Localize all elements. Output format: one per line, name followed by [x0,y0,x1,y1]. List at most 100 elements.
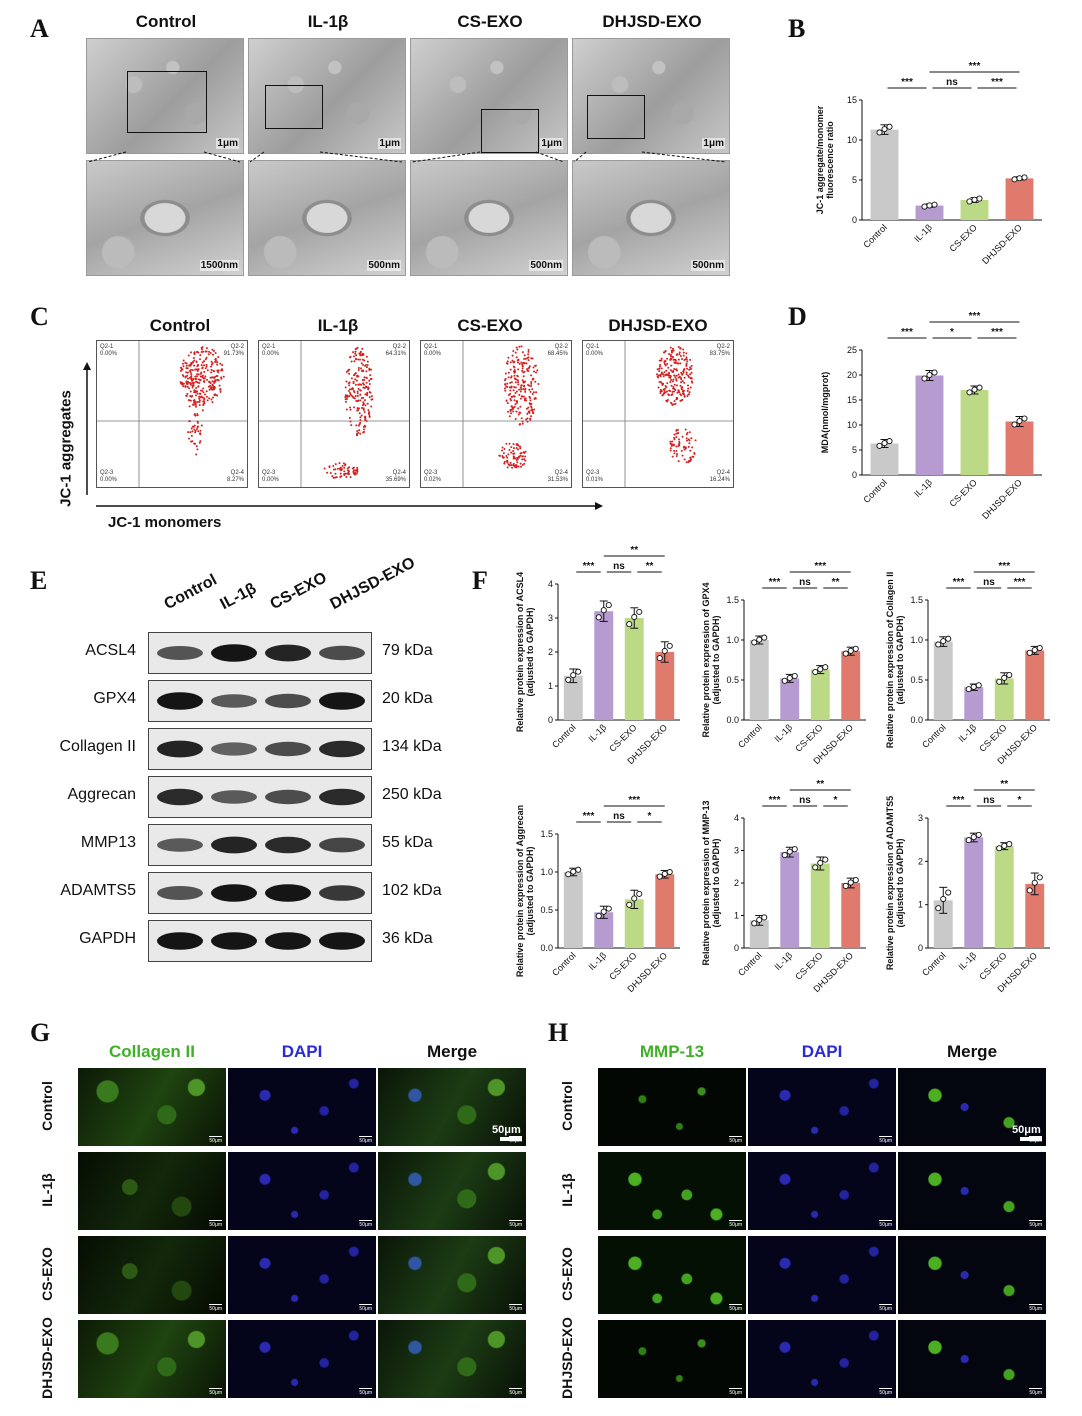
data-point [965,837,972,844]
data-point [1016,417,1023,425]
blot-kda-label: 250 kDa [382,786,442,803]
if-image-tile: 50μm [598,1236,746,1314]
significance-label: * [1018,795,1022,806]
x-tick-label: CS-EXO [947,222,978,253]
y-tick-label: 1.5 [726,595,739,605]
blot-protein-label: Collagen II [59,738,137,755]
bar [915,375,944,475]
data-point [970,683,977,690]
data-point [852,645,859,652]
significance-label: *** [628,795,640,806]
y-tick-label: 2 [918,856,923,866]
blot-band [265,836,311,854]
blot-band [157,646,203,660]
if-scale-bar: 50μm [1012,1124,1042,1141]
blot-kda-label: 55 kDa [382,834,433,851]
significance-label: *** [1014,577,1026,588]
blot-strip [148,728,372,770]
blot-col-il1b: IL-1β [217,580,260,614]
if-tile-scale: 50μm [209,1304,222,1312]
significance-label: ns [946,77,958,88]
if-tile-scale: 50μm [509,1304,522,1312]
panel-label-g: G [30,1018,51,1047]
acsl4-bar-chart: 0 1 2 3 4 Relative protein expression of ACSL… [515,545,680,766]
flow-xlabel: JC-1 monomers [108,514,222,531]
y-tick-label: 15 [847,395,857,405]
blot-band [319,740,365,758]
if-tile-scale: 50μm [729,1136,742,1144]
data-point [781,852,788,859]
data-point [965,686,972,693]
significance-label: *** [814,561,826,572]
data-point [1001,842,1008,849]
blot-band [211,884,257,902]
panel-label-c: C [30,302,49,331]
flow-header-il1b: IL-1β [317,316,359,335]
if-row-label: CS-EXO [559,1247,575,1301]
y-tick-label: 0 [548,715,553,725]
data-point [1021,174,1028,181]
data-point [756,636,763,643]
y-axis-label: Relative protein expression of Aggrecan(… [515,805,535,977]
blot-band [265,789,311,805]
data-point [575,668,582,675]
significance-label: *** [901,327,913,338]
data-point [1006,841,1013,848]
data-point [926,202,933,209]
collagen2-bar-chart: 0.0 0.5 1.0 1.5 Relative protein expression … [885,561,1050,766]
significance-label: *** [769,795,781,806]
bar [624,899,644,948]
data-point [761,914,768,921]
if-image-tile: 50μm [378,1068,526,1146]
x-tick-label: Control [550,950,578,978]
blot-kda-label: 102 kDa [382,882,442,899]
data-point [935,641,942,648]
blot-kda-label: 79 kDa [382,642,433,659]
x-tick-label: Control [861,477,889,505]
data-point [886,438,893,445]
data-point [817,666,824,673]
data-point [876,129,883,136]
data-point [966,389,973,396]
data-point [812,864,819,871]
x-tick-label: DHJSD-EXO [980,477,1024,521]
tem-zoom-connectors [87,151,727,163]
quadrant-q4-label: Q2-4 35.69% [385,470,406,483]
data-point [975,831,982,838]
blot-strip [148,776,372,818]
data-point [822,664,829,671]
if-g-header-dapi: DAPI [281,1042,323,1061]
data-point [842,650,849,657]
data-point [852,877,859,884]
bar [915,205,944,220]
quadrant-q1-label: Q2-1 0.00% [262,344,280,357]
data-point [996,845,1003,852]
bar [780,852,800,948]
blot-band [157,692,203,710]
if-image-tile: 50μm [898,1152,1046,1230]
significance-label: *** [969,61,981,72]
data-point [661,647,668,655]
x-tick-label: IL-1β [772,950,794,972]
adamts5-bar-chart: 0 1 2 3 Relative protein expression of ADAMT… [885,779,1050,994]
significance-label: ** [1000,779,1008,790]
if-image-tile: 50μm [228,1236,376,1314]
mmp13-bar-chart: 0 1 2 3 4 Relative protein expression of MMP-… [701,779,866,994]
flow-header-csexo: CS-EXO [457,316,523,335]
significance-label: * [834,795,838,806]
data-point [881,440,888,447]
flow-plot: Q2-1 0.00% Q2-2 68.45% Q2-3 0.02% Q2-4 31.53% [420,340,572,488]
tem-roi-box [587,95,645,139]
if-image-tile: 50μm [228,1320,376,1398]
significance-label: *** [969,311,981,322]
blot-band [157,932,203,950]
flow-y-arrow [83,362,91,495]
flow-header-control: Control [149,316,211,335]
aggrecan-bar-chart: 0.0 0.5 1.0 1.5 Relative protein expression … [515,795,680,994]
significance-label: ns [799,795,811,806]
blot-protein-label: MMP13 [80,834,136,851]
y-tick-label: 4 [734,813,739,823]
if-image-tile: 50μm [598,1152,746,1230]
y-tick-label: 0.5 [910,675,923,685]
tem-scale-label: 1μm [378,138,401,149]
